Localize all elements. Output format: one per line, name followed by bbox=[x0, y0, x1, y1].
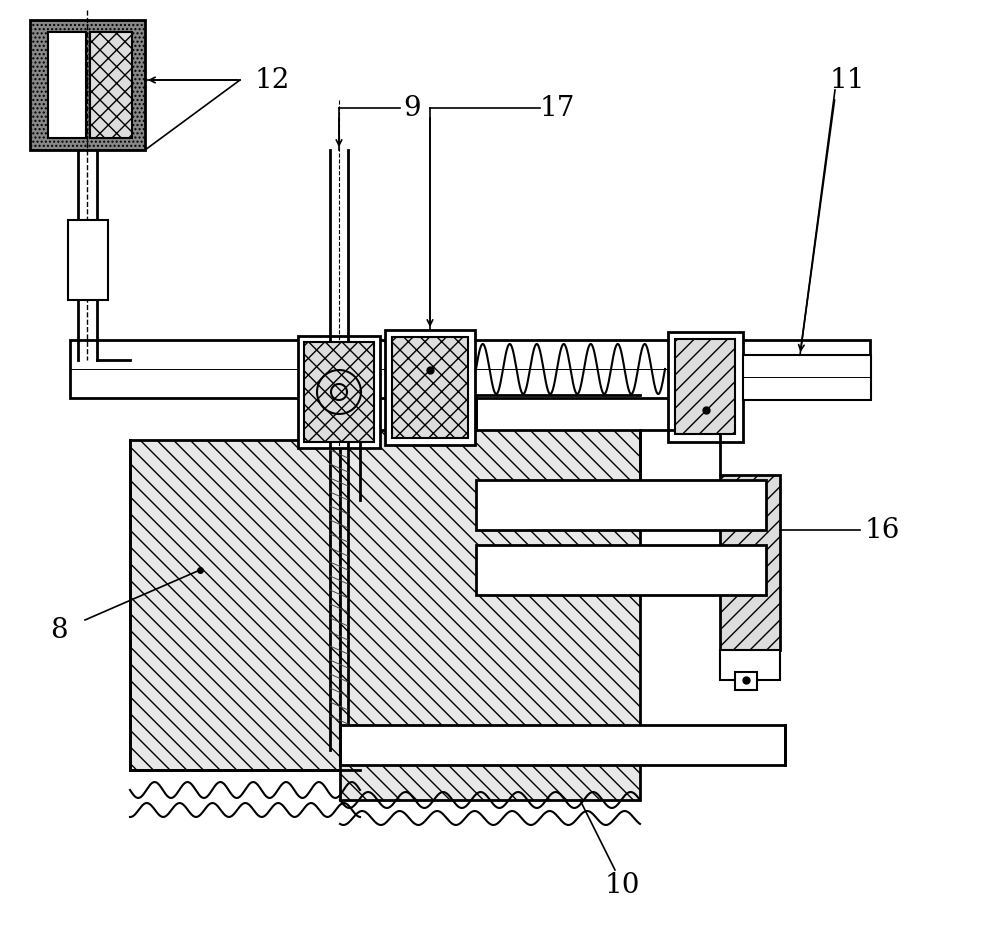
Bar bbox=[298, 336, 380, 448]
Bar bbox=[30, 20, 145, 150]
Bar bbox=[68, 220, 108, 300]
Text: 12: 12 bbox=[255, 66, 290, 94]
Bar bbox=[668, 332, 743, 442]
Bar bbox=[70, 340, 870, 398]
Bar bbox=[392, 337, 468, 438]
Bar bbox=[304, 342, 374, 442]
Text: 11: 11 bbox=[830, 66, 866, 94]
Bar bbox=[90, 32, 132, 138]
Text: 10: 10 bbox=[605, 871, 640, 899]
Text: 17: 17 bbox=[540, 95, 576, 121]
Bar bbox=[743, 355, 871, 400]
Bar bbox=[304, 342, 374, 442]
Bar bbox=[340, 430, 640, 800]
Text: 16: 16 bbox=[865, 516, 900, 544]
Text: 9: 9 bbox=[403, 95, 421, 121]
Bar bbox=[340, 725, 785, 765]
Text: 8: 8 bbox=[50, 616, 68, 644]
Bar bbox=[720, 475, 780, 650]
Bar bbox=[48, 32, 86, 138]
Bar bbox=[735, 672, 757, 690]
Bar bbox=[130, 440, 360, 770]
Bar bbox=[476, 480, 766, 530]
Bar bbox=[476, 545, 766, 595]
Bar bbox=[385, 330, 475, 445]
Bar bbox=[675, 339, 735, 434]
Bar bbox=[720, 650, 780, 680]
